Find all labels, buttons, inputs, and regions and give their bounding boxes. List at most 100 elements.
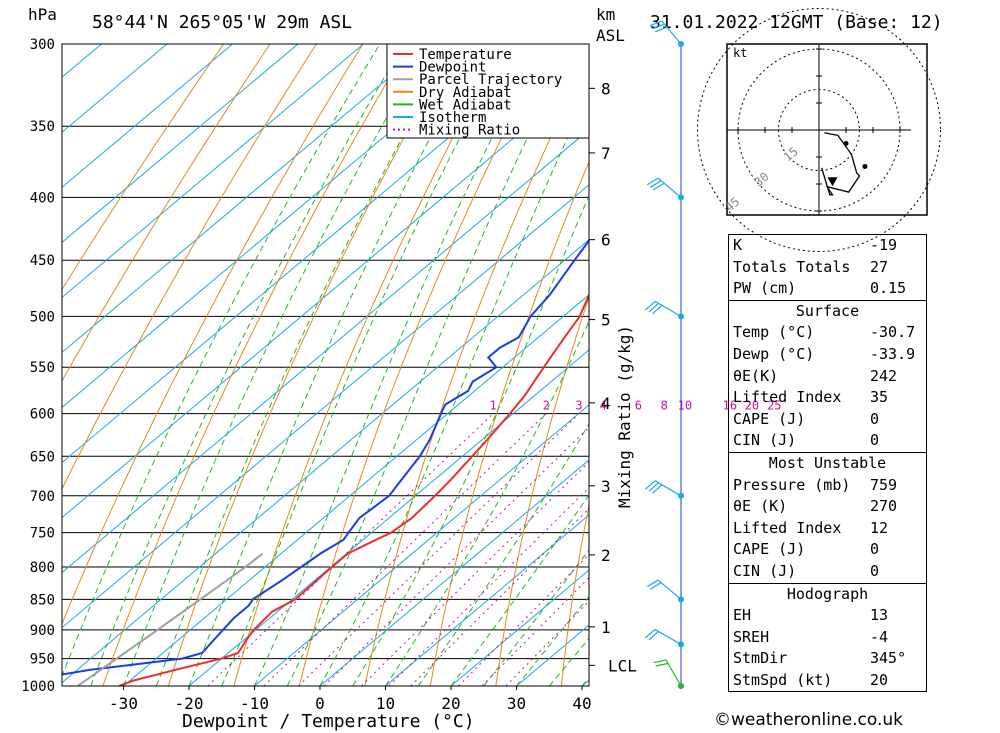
stat-value: 12 — [870, 518, 889, 537]
wet-adiabat-line — [516, 595, 589, 686]
stat-label: PW (cm) — [733, 279, 797, 298]
wind-barb-flag — [646, 579, 659, 588]
indices-panel: K -19 Totals Totals 27 PW (cm) 0.15 Surface T… — [728, 234, 927, 693]
mixing-ratio-label: 6 — [635, 399, 642, 413]
stat-value: 0 — [870, 540, 880, 559]
temperature-line — [118, 292, 589, 686]
mixing-ratio-label: 3 — [575, 399, 582, 413]
dry-adiabat-line — [233, 44, 503, 686]
altitude-tick-label: 4 — [601, 394, 611, 413]
dry-adiabat-line — [298, 44, 550, 686]
stat-label: Lifted Index — [733, 388, 842, 407]
most-unstable-title: Most Unstable — [768, 453, 887, 472]
stat-row: EH 13 — [729, 605, 926, 627]
isotherm-line — [188, 349, 589, 686]
wind-barb-staff — [657, 579, 682, 600]
stat-value: 35 — [870, 388, 889, 407]
wet-adiabat-line — [319, 90, 589, 686]
stat-row: Totals Totals 27 — [729, 257, 926, 279]
dry-adiabat-line — [62, 44, 364, 626]
isotherm-line — [62, 74, 589, 519]
wind-barb-staff — [654, 480, 682, 497]
stat-value: -33.9 — [870, 344, 916, 363]
stat-label: CIN (J) — [733, 561, 797, 580]
altitude-tick-label: 1 — [601, 618, 611, 637]
stat-row: Dewp (°C) -33.9 — [729, 344, 926, 366]
isotherm-line — [62, 44, 233, 188]
isotherm-line — [385, 514, 589, 686]
dry-adiabat-line — [62, 44, 317, 491]
legend-label: Wet Adiabat — [419, 97, 512, 113]
stat-value: 0 — [870, 409, 880, 428]
wet-adiabat-line — [155, 44, 455, 686]
hodograph-point — [843, 141, 849, 146]
dry-adiabat-line — [946, 44, 1000, 686]
pressure-tick-label: 300 — [30, 37, 55, 53]
isotherm-line — [62, 44, 364, 298]
mixing-ratio-label: 20 — [745, 399, 759, 413]
stat-value: -19 — [870, 236, 898, 254]
wind-barb-flag — [653, 182, 665, 191]
pressure-tick-label: 350 — [30, 119, 55, 135]
copyright-footer: ©weatheronline.co.uk — [714, 710, 904, 730]
altitude-tick-label: 5 — [601, 311, 611, 330]
stat-label: Temp (°C) — [733, 323, 815, 342]
pressure-tick-label: 550 — [30, 360, 55, 376]
legend-label: Dewpoint — [419, 60, 486, 76]
stat-value: -4 — [870, 627, 889, 646]
pressure-tick-label: 500 — [30, 309, 55, 325]
wind-barb-flag — [648, 482, 659, 492]
dry-adiabat-line — [429, 160, 589, 686]
mixing-ratio-axis-label: Mixing Ratio (g/kg) — [615, 325, 634, 508]
wind-barb-flag — [645, 480, 656, 490]
isotherm-line — [62, 239, 589, 684]
stat-label: θE (K) — [733, 497, 788, 516]
isotherm-line — [62, 44, 430, 354]
wet-adiabat-line — [286, 44, 575, 686]
altitude-tick-label: 6 — [601, 231, 611, 250]
surface-section: Surface Temp (°C) -30.7 Dewp (°C) -33.9 θE(K… — [729, 299, 926, 452]
pressure-tick-label: 950 — [30, 652, 55, 668]
temperature-tick-label: 0 — [315, 694, 325, 713]
wind-barb-staff — [661, 20, 682, 45]
wet-adiabat-line — [123, 44, 430, 686]
dry-adiabat-line — [560, 502, 589, 686]
stat-value: 242 — [870, 366, 898, 385]
stat-row: CAPE (J) 0 — [729, 539, 926, 561]
temperature-tick-label: 10 — [376, 694, 395, 713]
stat-value: -30.7 — [870, 323, 916, 342]
surface-title: Surface — [795, 301, 860, 320]
hpa-unit-label: hPa — [28, 5, 57, 24]
temperature-tick-label: 40 — [572, 694, 591, 713]
hodograph-stats-title: Hodograph — [786, 584, 869, 603]
wet-adiabat-line — [352, 194, 589, 686]
stat-row: SREH -4 — [729, 627, 926, 649]
wind-barb-flag — [649, 582, 662, 590]
wet-adiabat-line — [90, 44, 405, 686]
isotherm-line — [62, 44, 168, 133]
dry-adiabat-line — [495, 295, 589, 686]
pressure-tick-label: 700 — [30, 489, 55, 505]
mixing-ratio-label: 8 — [661, 399, 668, 413]
stat-label: Dewp (°C) — [733, 344, 815, 363]
wind-barb-staff — [665, 659, 682, 687]
wet-adiabat-line — [221, 44, 510, 686]
mixing-ratio-line — [263, 413, 547, 686]
wind-barb-staff — [657, 177, 682, 198]
legend-box — [386, 43, 590, 139]
plot-frame — [61, 43, 590, 687]
pressure-tick-label: 750 — [30, 526, 55, 542]
stat-row: Lifted Index 35 — [729, 387, 926, 409]
stat-label: CIN (J) — [733, 431, 797, 450]
altitude-tick-label: LCL — [608, 656, 637, 675]
pressure-tick-label: 800 — [30, 560, 55, 576]
wind-barb-flag — [652, 484, 663, 494]
dry-adiabat-line — [167, 44, 457, 686]
altitude-tick-label: 8 — [601, 79, 611, 98]
wind-barb-flag — [653, 659, 667, 664]
temperature-tick-label: -20 — [175, 694, 204, 713]
hodograph-stats-section: Hodograph EH 13 SREH -4 StmDir 345° StmSpd (kt… — [729, 582, 926, 692]
mixing-ratio-label: 16 — [723, 399, 737, 413]
wet-adiabat-line — [254, 44, 541, 686]
